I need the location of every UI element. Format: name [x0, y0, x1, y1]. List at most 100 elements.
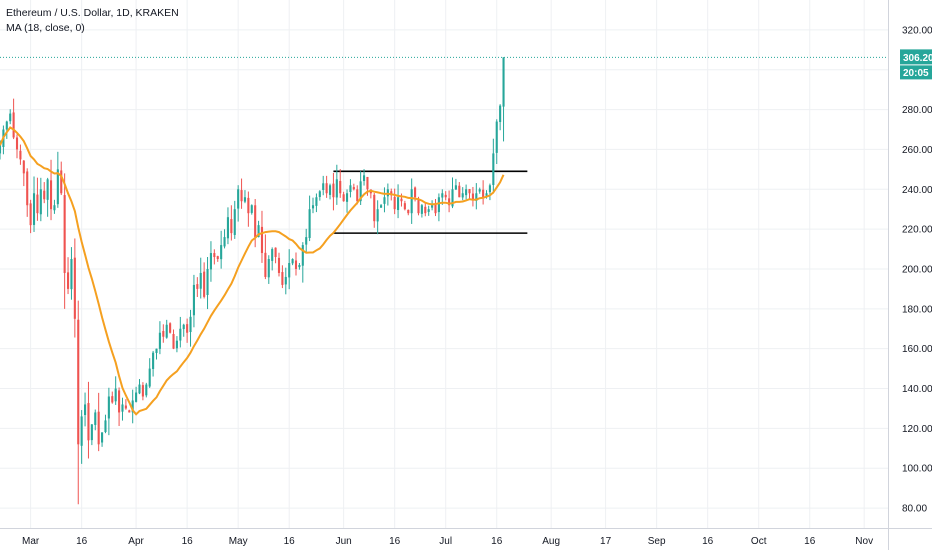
candle-body	[90, 424, 93, 441]
indicator-title[interactable]: MA (18, close, 0)	[6, 22, 85, 34]
candle-body	[104, 420, 107, 433]
candle-body	[29, 203, 32, 226]
candle-down	[325, 175, 328, 198]
candle-body	[5, 121, 8, 130]
candle-up	[192, 274, 195, 328]
candle-up	[410, 178, 413, 224]
candle-body	[135, 392, 138, 402]
candle-body	[158, 332, 161, 349]
candle-body	[169, 323, 172, 333]
candle-up	[499, 104, 502, 131]
candle-down	[36, 177, 39, 221]
candle-body	[87, 403, 90, 441]
x-tick-label: Nov	[855, 536, 873, 547]
candle-body	[380, 205, 383, 208]
candle-body	[12, 112, 15, 138]
candle-down	[230, 205, 233, 241]
candle-body	[407, 209, 410, 214]
candle-up	[199, 257, 202, 299]
candle-body	[56, 169, 59, 205]
x-tick-label: Jul	[439, 536, 452, 547]
candle-body	[233, 209, 236, 235]
candle-body	[448, 198, 451, 206]
candle-up	[114, 376, 117, 405]
candle-down	[247, 191, 250, 227]
candle-down	[332, 172, 335, 211]
candle-body	[111, 396, 114, 403]
candle-up	[165, 319, 168, 339]
candle-down	[87, 381, 90, 459]
candle-up	[5, 120, 8, 139]
candle-up	[135, 386, 138, 403]
candle-up	[155, 348, 158, 360]
candle-body	[19, 150, 22, 160]
candle-down	[111, 391, 114, 404]
x-tick-label: 17	[600, 536, 612, 547]
candle-up	[376, 200, 379, 235]
candle-up	[502, 57, 505, 142]
candle-down	[407, 209, 410, 216]
candle-down	[294, 252, 298, 276]
candle-up	[322, 175, 325, 196]
range-box	[333, 170, 528, 234]
symbol-title[interactable]: Ethereum / U.S. Dollar, 1D, KRAKEN	[6, 7, 179, 19]
candle-body	[414, 187, 417, 198]
y-tick-label: 200.00	[902, 264, 932, 275]
candle-body	[288, 263, 291, 278]
candle-up	[189, 309, 192, 347]
candle-body	[199, 272, 202, 289]
candle-body	[482, 189, 485, 198]
price-badge-value-bg	[900, 49, 932, 65]
candle-down	[444, 191, 447, 201]
candle-body	[403, 203, 406, 210]
candle-body	[298, 264, 301, 268]
candle-body	[223, 237, 226, 247]
candle-body	[124, 405, 127, 409]
candle-body	[502, 57, 505, 107]
candle-body	[94, 412, 97, 425]
candle-body	[284, 276, 287, 285]
candle-body	[80, 416, 83, 446]
candle-body	[431, 205, 434, 208]
candle-body	[84, 404, 87, 415]
candle-body	[254, 205, 257, 238]
candle-body	[271, 249, 274, 261]
candle-body	[189, 316, 192, 333]
candle-up	[46, 177, 49, 217]
candle-body	[165, 324, 168, 338]
candle-body	[400, 198, 403, 202]
candle-down	[19, 144, 22, 165]
candle-up	[101, 432, 104, 447]
candle-body	[397, 197, 400, 211]
candle-body	[179, 328, 182, 341]
candle-up	[437, 193, 440, 222]
candle-down	[15, 134, 19, 159]
candle-body	[488, 185, 491, 193]
candle-body	[32, 193, 36, 225]
candle-body	[475, 193, 478, 201]
candle-body	[495, 121, 498, 153]
candle-down	[196, 277, 199, 298]
candle-body	[451, 189, 454, 207]
candle-up	[182, 323, 185, 337]
candle-up	[131, 389, 134, 424]
candle-down	[393, 188, 396, 215]
candle-up	[237, 185, 240, 222]
candle-body	[15, 137, 19, 150]
y-tick-label: 120.00	[902, 424, 932, 435]
y-tick-label: 320.00	[902, 25, 932, 36]
candle-body	[267, 259, 270, 278]
y-tick-label: 80.00	[902, 504, 927, 515]
x-tick-label: 16	[76, 536, 88, 547]
candle-body	[393, 197, 396, 210]
price-badge: 306.20 20:05	[900, 49, 932, 80]
candle-body	[465, 189, 468, 196]
chart-legend: Ethereum / U.S. Dollar, 1D, KRAKEN MA (1…	[6, 6, 179, 36]
candle-down	[240, 178, 243, 209]
candle-body	[250, 205, 253, 213]
candle-body	[260, 226, 264, 254]
candle-body	[339, 180, 342, 194]
candle-down	[339, 169, 342, 198]
candle-body	[22, 160, 25, 174]
